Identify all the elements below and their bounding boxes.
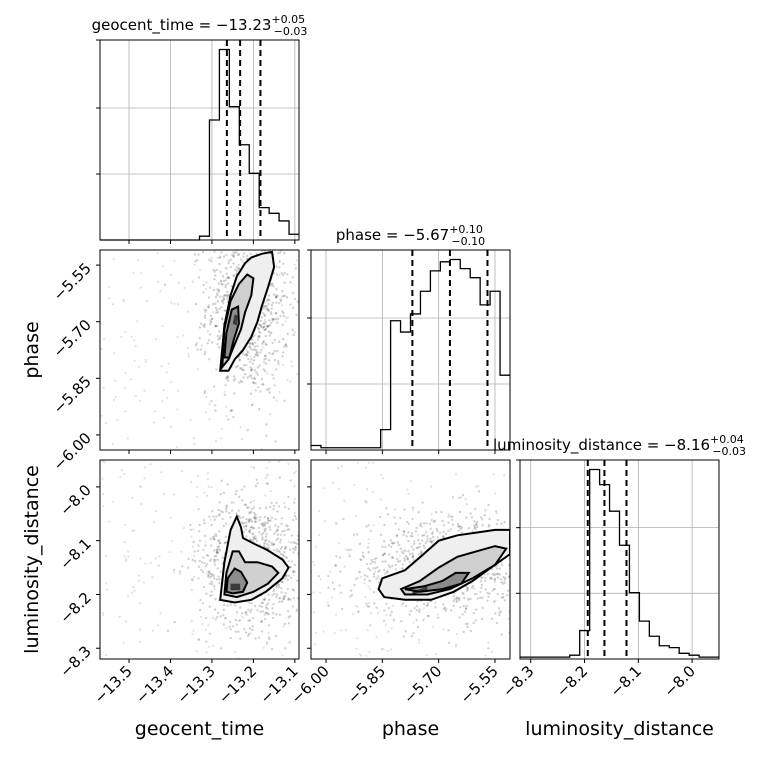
contours-luminosity_distance-vs-geocent_time — [219, 513, 290, 604]
panel-title-luminosity_distance: luminosity_distance = −8.16+0.04 −0.03 — [493, 433, 746, 458]
xtick-label-geocent_time-1: −13.4 — [132, 662, 177, 707]
xtick-label-luminosity_distance-0: −8.3 — [499, 662, 537, 700]
title-minus-luminosity_distance: −0.03 — [712, 445, 746, 458]
xtick-label-phase-2: −5.70 — [400, 662, 445, 707]
yaxis-label-luminosity_distance: luminosity_distance — [21, 465, 43, 654]
contour-line-outer-phase-vs-geocent_time — [219, 250, 276, 372]
panel-frame-luminosity_distance — [519, 459, 720, 660]
xtick-label-geocent_time-2: −13.3 — [174, 662, 219, 707]
scatter-phase-vs-geocent_time — [100, 250, 299, 450]
title-minus-phase: −0.10 — [451, 235, 485, 248]
contour-line-inner-phase-vs-geocent_time — [223, 305, 240, 359]
contour-line-mid-phase-vs-geocent_time — [221, 273, 255, 371]
title-label-phase: phase = −5.67 — [336, 226, 449, 244]
contour-fill-core-luminosity_distance-vs-phase — [412, 586, 428, 595]
ytick-label-phase-0: −6.00 — [50, 429, 95, 474]
xaxis-label-phase: phase — [382, 718, 439, 740]
panel-frame-luminosity_distance-vs-phase — [310, 459, 511, 660]
ytick-label-luminosity_distance-1: −8.2 — [56, 589, 94, 627]
title-minus-geocent_time: −0.03 — [274, 25, 308, 38]
contour-line-mid-luminosity_distance-vs-phase — [399, 545, 508, 596]
title-plus-geocent_time: +0.05 — [271, 13, 305, 26]
xtick-label-luminosity_distance-1: −8.2 — [553, 662, 591, 700]
contour-fill-core-phase-vs-geocent_time — [232, 314, 238, 326]
ytick-label-phase-1: −5.85 — [50, 372, 95, 417]
contour-fill-core-luminosity_distance-vs-geocent_time — [230, 583, 241, 591]
panel-frame-phase-vs-geocent_time — [99, 249, 300, 451]
xaxis-label-luminosity_distance: luminosity_distance — [525, 718, 714, 740]
ytick-label-luminosity_distance-0: −8.3 — [56, 642, 94, 680]
contour-line-mid-luminosity_distance-vs-geocent_time — [223, 550, 280, 599]
ytick-label-luminosity_distance-3: −8.0 — [56, 481, 94, 519]
ytick-label-luminosity_distance-2: −8.1 — [56, 535, 94, 573]
contours-phase-vs-geocent_time — [219, 250, 276, 372]
xtick-label-geocent_time-0: −13.5 — [91, 662, 136, 707]
panel-title-geocent_time: geocent_time = −13.23+0.05 −0.03 — [92, 13, 308, 38]
xaxis-label-geocent_time: geocent_time — [135, 718, 264, 740]
xtick-label-phase-1: −5.85 — [344, 662, 389, 707]
xtick-label-luminosity_distance-2: −8.1 — [607, 662, 645, 700]
contours-luminosity_distance-vs-phase — [377, 528, 510, 601]
contour-fill-mid-luminosity_distance-vs-phase — [401, 546, 507, 595]
panel-title-phase: phase = −5.67+0.10 −0.10 — [336, 223, 485, 248]
yaxis-label-phase: phase — [21, 321, 43, 378]
contour-line-inner-luminosity_distance-vs-geocent_time — [225, 567, 249, 595]
title-plus-phase: +0.10 — [449, 223, 483, 236]
contour-line-outer-luminosity_distance-vs-phase — [377, 528, 510, 601]
scatter-luminosity_distance-vs-geocent_time — [101, 460, 299, 659]
chart-marks — [100, 40, 719, 659]
ytick-label-phase-3: −5.55 — [50, 259, 95, 304]
ytick-label-phase-2: −5.70 — [50, 316, 95, 361]
panel-frame-geocent_time — [99, 39, 300, 241]
histogram-geocent_time — [100, 48, 299, 241]
panel-frames — [96, 39, 720, 663]
title-plus-luminosity_distance: +0.04 — [710, 433, 744, 446]
panel-frame-luminosity_distance-vs-geocent_time — [99, 459, 300, 660]
panel-frame-phase — [310, 249, 511, 451]
title-label-luminosity_distance: luminosity_distance = −8.16 — [493, 436, 710, 455]
histogram-luminosity_distance — [520, 468, 719, 658]
histogram-phase — [311, 258, 510, 449]
title-label-geocent_time: geocent_time = −13.23 — [92, 16, 272, 35]
xtick-label-phase-3: −5.55 — [457, 662, 502, 707]
xtick-label-luminosity_distance-3: −8.0 — [660, 662, 698, 700]
contour-line-inner-luminosity_distance-vs-phase — [404, 571, 471, 593]
xtick-label-geocent_time-3: −13.2 — [215, 662, 260, 707]
contour-line-outer-luminosity_distance-vs-geocent_time — [219, 513, 290, 604]
